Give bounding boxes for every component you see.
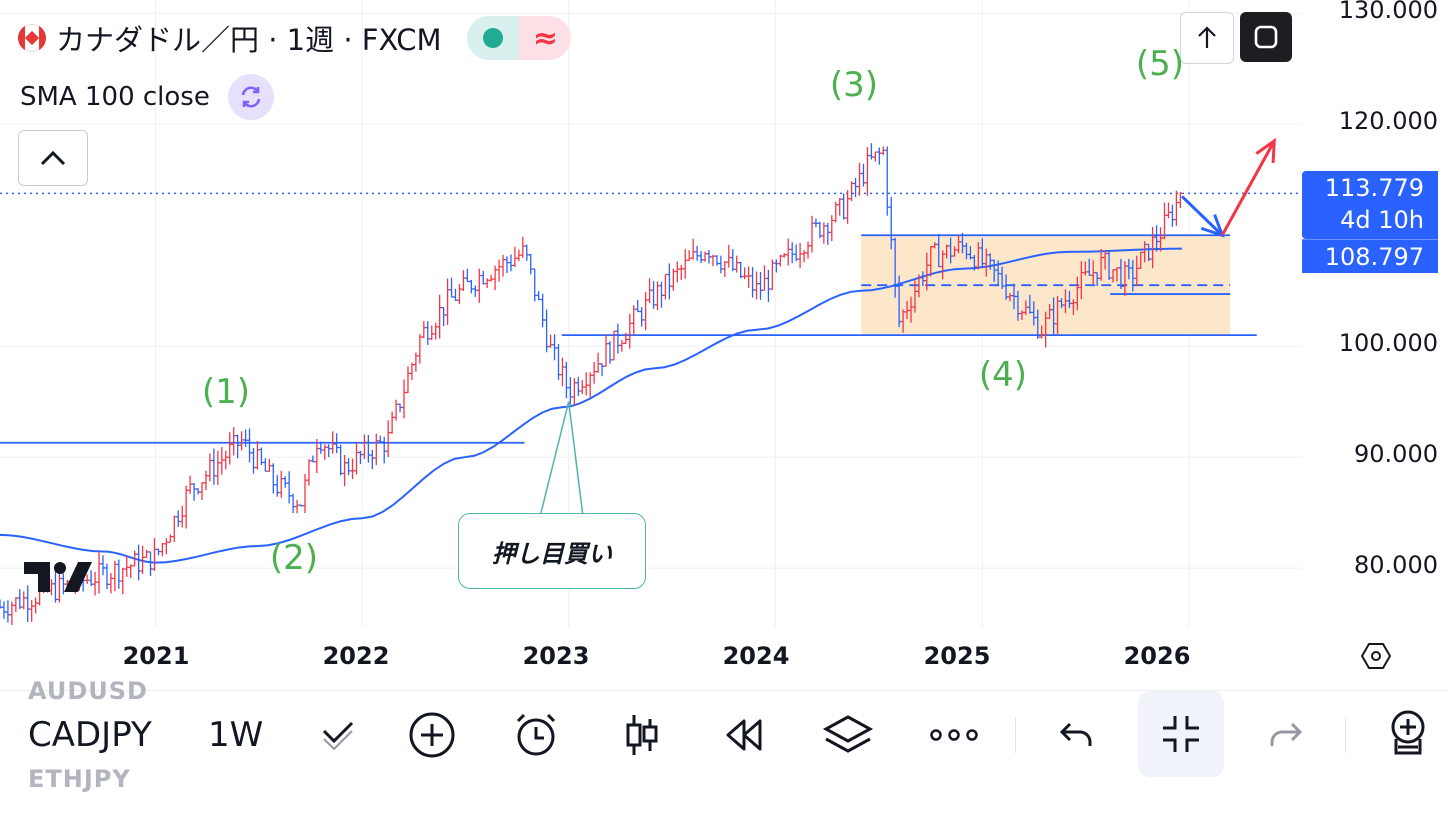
- fullscreen-icon: [1254, 25, 1278, 49]
- tradingview-logo[interactable]: [24, 560, 94, 598]
- approx-wave-icon: ≈: [519, 16, 572, 60]
- price-label-120: 120.000: [1338, 107, 1438, 135]
- indicator-legend[interactable]: SMA 100 close: [20, 74, 274, 120]
- candles-icon[interactable]: [612, 709, 672, 761]
- year-label-2023: 2023: [522, 642, 590, 670]
- breakout-arrow-head: [1255, 137, 1276, 163]
- wave-label-3: (3): [829, 65, 879, 105]
- current-price: 113.779: [1324, 174, 1424, 202]
- share-button[interactable]: [1180, 12, 1234, 64]
- year-label-2022: 2022: [322, 642, 390, 670]
- toolbar-divider: [1345, 717, 1346, 753]
- layers-icon[interactable]: [818, 709, 878, 761]
- year-label-2025: 2025: [923, 642, 991, 670]
- dip-buy-callout[interactable]: 押し目買い: [458, 513, 646, 589]
- watchlist-prev[interactable]: AUDUSD: [28, 677, 148, 705]
- market-status-pill[interactable]: ≈: [467, 16, 572, 60]
- price-label-90: 90.000: [1354, 440, 1438, 468]
- redo-icon[interactable]: [1256, 709, 1316, 761]
- hexagon-settings-icon: [1360, 643, 1392, 669]
- bottom-toolbar: AUDUSD ETHJPY CADJPY 1W: [0, 677, 1448, 816]
- add-indicator-icon[interactable]: [402, 709, 462, 761]
- price-chart[interactable]: [0, 0, 1448, 690]
- breakout-arrow: [1220, 140, 1276, 236]
- arrow-up-icon: [1198, 26, 1216, 48]
- year-label-2024: 2024: [722, 642, 790, 670]
- interval-button[interactable]: 1W: [208, 715, 264, 755]
- year-label-2026: 2026: [1123, 642, 1191, 670]
- callout-connector: [539, 401, 584, 515]
- wave-label-5: (5): [1135, 44, 1185, 84]
- add-account-icon[interactable]: [1378, 709, 1438, 761]
- current-price-tag: 113.779 4d 10h: [1302, 171, 1438, 239]
- symbol-button[interactable]: CADJPY: [28, 715, 152, 755]
- toolbar-divider: [1015, 717, 1016, 753]
- chart-settings-button[interactable]: [1358, 638, 1394, 674]
- year-label-2021: 2021: [122, 642, 190, 670]
- indicator-label: SMA 100 close: [20, 82, 210, 112]
- replay-icon[interactable]: [714, 709, 774, 761]
- pullback-arrow: [1180, 195, 1224, 237]
- market-open-dot-icon: [483, 28, 504, 48]
- more-dots-icon[interactable]: [924, 709, 984, 761]
- chart-legend[interactable]: カナダドル／円 · 1週 · FXCM ≈: [18, 16, 572, 60]
- sma-line: [0, 247, 1183, 564]
- fullscreen-button[interactable]: [1240, 12, 1292, 62]
- price-label-130: 130.000: [1338, 0, 1438, 24]
- chevron-up-icon: [40, 150, 66, 166]
- drawing-tools-icon[interactable]: [308, 709, 368, 761]
- wave-label-2: (2): [269, 538, 319, 578]
- wave-label-4: (4): [978, 355, 1028, 395]
- price-label-100: 100.000: [1338, 329, 1438, 357]
- canada-flag-icon: [18, 24, 46, 52]
- exit-fullscreen-icon: [1163, 716, 1199, 752]
- sma-price-tag: 108.797: [1302, 239, 1438, 273]
- price-label-80: 80.000: [1354, 551, 1438, 579]
- collapse-legend-button[interactable]: [18, 130, 88, 186]
- bar-countdown: 4d 10h: [1340, 206, 1424, 234]
- exit-fullscreen-button[interactable]: [1138, 691, 1224, 777]
- watchlist-next[interactable]: ETHJPY: [28, 765, 131, 793]
- wave-label-1: (1): [201, 372, 251, 412]
- undo-icon[interactable]: [1046, 709, 1106, 761]
- legend-title: カナダドル／円 · 1週 · FXCM: [56, 23, 442, 57]
- refresh-icon[interactable]: [227, 74, 274, 120]
- alert-clock-icon[interactable]: [506, 709, 566, 761]
